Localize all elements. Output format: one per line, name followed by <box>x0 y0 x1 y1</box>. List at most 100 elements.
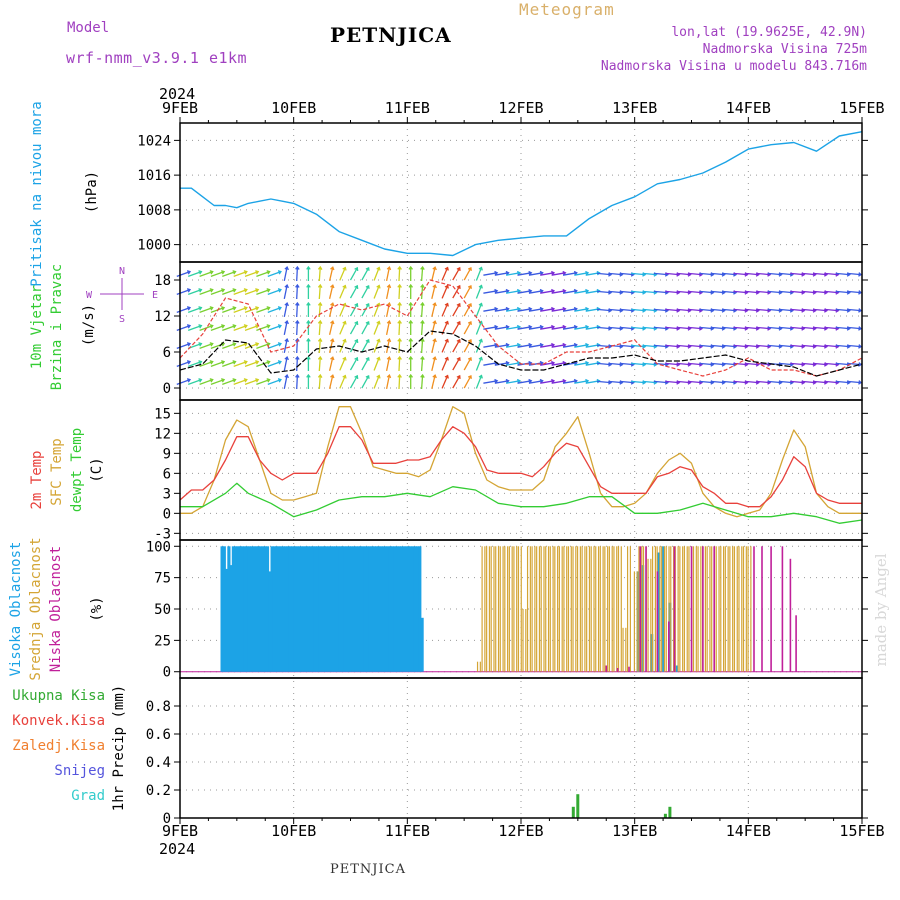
panel-frame-precip <box>179 677 863 819</box>
wind-arrow-head <box>551 270 556 276</box>
y-tick-label: 50 <box>154 602 171 618</box>
wind-arrow-head <box>243 288 248 293</box>
cloud-bar <box>275 546 279 672</box>
wind-arrow <box>744 344 759 348</box>
cloud-bar <box>254 546 258 672</box>
wind-arrow <box>790 344 805 348</box>
wind-arrow <box>847 272 862 276</box>
wind-arrow <box>267 378 282 386</box>
wind-arrow-head <box>562 378 567 384</box>
wind-arrow <box>824 326 839 330</box>
wind-arrow <box>463 267 472 281</box>
wind-arrow-head <box>528 306 533 312</box>
wind-arrow <box>483 362 498 366</box>
precip-bar <box>668 806 672 818</box>
wind-arrow <box>431 285 436 299</box>
wind-arrow <box>562 380 577 384</box>
wind-arrow-head <box>255 360 260 365</box>
wind-arrow <box>187 270 202 278</box>
wind-arrow-head <box>255 378 260 383</box>
wind-arrow <box>475 357 483 371</box>
wind-arrow <box>778 290 793 294</box>
cloud-bar <box>770 546 772 672</box>
y-tick-label: 0 <box>163 381 171 397</box>
x-tick-label-bottom: 14FEB <box>726 822 771 840</box>
wind-arrow-head <box>386 337 392 343</box>
cloud-bar <box>290 546 295 672</box>
wind-arrow-head <box>386 355 392 361</box>
wind-arrow <box>574 326 589 330</box>
wind-arrow-head <box>573 378 578 384</box>
wind-arrow-head <box>354 266 359 271</box>
wind-arrow <box>835 380 850 384</box>
wind-arrow-head <box>596 288 601 294</box>
wind-arrow <box>244 288 259 296</box>
wind-arrow-head <box>505 378 510 384</box>
wind-arrow <box>835 308 850 312</box>
wind-arrow <box>756 290 771 294</box>
wind-arrow <box>551 362 566 366</box>
compass-label: N <box>119 266 125 277</box>
wind-arrow <box>642 344 657 348</box>
wind-arrow-head <box>186 378 192 383</box>
wind-arrow <box>222 270 236 278</box>
cloud-bar <box>329 546 333 672</box>
wind-arrow <box>790 308 805 312</box>
wind-arrow <box>744 362 759 366</box>
wind-arrow <box>328 303 334 317</box>
cloud-bar <box>616 668 619 672</box>
wind-arrow-head <box>432 266 437 271</box>
pressure-unit-label: (hPa) <box>84 171 100 213</box>
y-tick-label: 1024 <box>137 133 171 149</box>
wind-arrow <box>233 324 248 332</box>
cloud-bar <box>284 546 288 672</box>
dewpt-temp-line <box>180 482 863 524</box>
precip-legend-item: Konvek.Kisa <box>12 713 105 729</box>
wind-arrow <box>452 375 461 389</box>
wind-arrow <box>756 326 771 330</box>
y-tick-label: 0.6 <box>146 727 171 743</box>
cloud-bar <box>668 602 672 672</box>
wind-arrow <box>574 362 589 366</box>
wind-arrow-head <box>198 306 203 311</box>
wind-arrow <box>398 302 401 318</box>
cloud-bar <box>372 546 376 672</box>
wind-arrow <box>187 306 202 314</box>
wind-arrow <box>631 308 646 312</box>
wind-arrow-head <box>277 324 282 329</box>
cloud-bar <box>343 546 347 672</box>
wind-arrow <box>540 344 555 348</box>
x-tick-label-bottom: 15FEB <box>839 822 884 840</box>
wind-arrow-head <box>528 324 533 330</box>
cloud-bar <box>234 546 238 672</box>
cloud-bar <box>641 565 645 672</box>
cloud-bar <box>288 546 292 672</box>
wind-arrow-head <box>858 344 863 349</box>
cloud-bar <box>320 546 324 672</box>
compass-label: E <box>152 290 158 301</box>
wind-arrow <box>619 344 634 348</box>
wind-arrow <box>710 362 725 366</box>
wind-arrow-head <box>342 338 347 343</box>
wind-arrow-head <box>444 320 449 325</box>
wind-arrow-head <box>528 288 533 294</box>
wind-arrow <box>767 272 782 276</box>
wind-arrow <box>361 357 370 371</box>
wind-arrow-head <box>209 360 214 365</box>
wind-arrow <box>494 380 509 384</box>
wind-arrow-head <box>528 342 533 348</box>
wind-arrow <box>653 326 668 330</box>
y-tick-label: 75 <box>154 571 171 587</box>
cloud-bar <box>789 558 792 672</box>
y-tick-label: 6 <box>163 345 171 361</box>
wind-arrow <box>517 290 532 294</box>
wind-arrow <box>361 375 370 389</box>
wind-arrow <box>699 308 714 312</box>
wind-arrow <box>256 324 270 332</box>
wind-arrow <box>210 270 225 278</box>
pressure-label: Pritisak na nivou mora <box>29 101 45 286</box>
wind-arrow <box>676 362 691 366</box>
wind-arrow <box>483 290 498 294</box>
wind-arrow <box>721 308 737 312</box>
wind-arrow-head <box>317 301 323 306</box>
